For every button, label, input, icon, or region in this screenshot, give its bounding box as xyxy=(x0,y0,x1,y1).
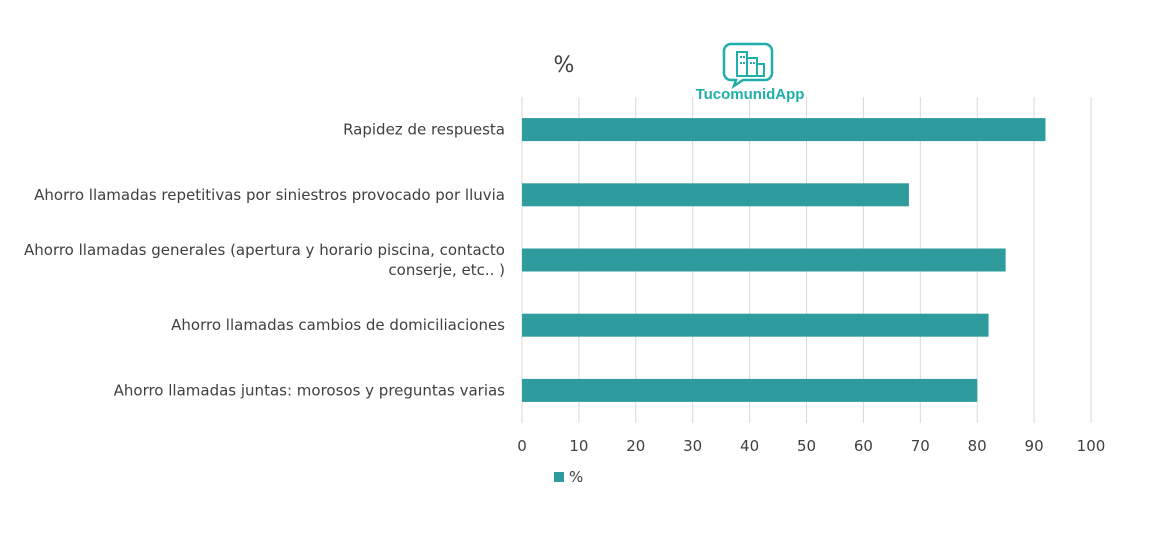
bar xyxy=(522,378,978,402)
category-label: Ahorro llamadas repetitivas por siniestr… xyxy=(34,186,505,204)
app-logo: TucomunidApp xyxy=(696,42,805,103)
x-tick-label: 90 xyxy=(1025,437,1044,455)
category-label: Ahorro llamadas cambios de domiciliacion… xyxy=(171,316,505,334)
building-chat-icon xyxy=(722,42,774,90)
x-tick-label: 20 xyxy=(626,437,645,455)
bar xyxy=(522,248,1006,272)
legend-swatch xyxy=(554,472,564,482)
category-label: Ahorro llamadas generales (apertura y ho… xyxy=(24,241,505,259)
x-tick-label: 70 xyxy=(911,437,930,455)
x-tick-label: 0 xyxy=(517,437,527,455)
legend-label: % xyxy=(569,468,583,486)
x-tick-label: 100 xyxy=(1077,437,1106,455)
x-tick-label: 10 xyxy=(569,437,588,455)
category-label: Ahorro llamadas juntas: morosos y pregun… xyxy=(114,381,506,399)
category-label: conserje, etc.. ) xyxy=(388,261,505,279)
x-tick-label: 40 xyxy=(740,437,759,455)
bar xyxy=(522,183,909,207)
category-label: Rapidez de respuesta xyxy=(343,121,505,139)
x-tick-label: 30 xyxy=(683,437,702,455)
chart-title: % xyxy=(554,53,575,78)
bar xyxy=(522,118,1046,142)
bar xyxy=(522,313,989,337)
x-tick-label: 80 xyxy=(968,437,987,455)
x-tick-label: 50 xyxy=(797,437,816,455)
x-tick-label: 60 xyxy=(854,437,873,455)
app-logo-text: TucomunidApp xyxy=(696,86,805,103)
